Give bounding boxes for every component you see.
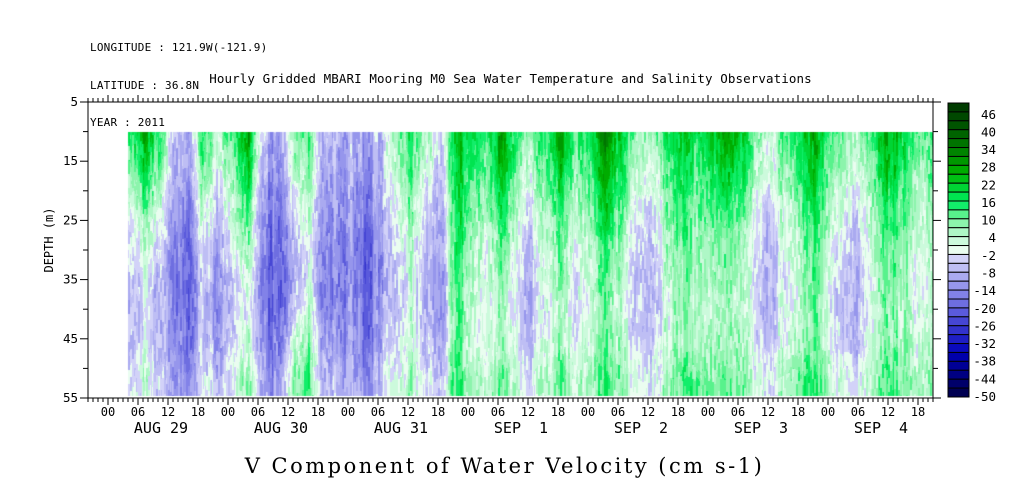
svg-text:-2: -2 [981,248,996,263]
svg-text:46: 46 [981,107,996,122]
svg-text:12: 12 [641,405,655,419]
svg-text:12: 12 [761,405,775,419]
svg-text:-50: -50 [973,389,996,404]
svg-text:00: 00 [221,405,235,419]
colorbar [947,102,970,398]
svg-text:00: 00 [701,405,715,419]
svg-text:15: 15 [63,153,78,168]
svg-text:-26: -26 [973,318,996,333]
svg-text:00: 00 [341,405,355,419]
svg-text:-20: -20 [973,301,996,316]
svg-text:55: 55 [63,390,78,405]
header-latitude: LATITUDE : 36.8N [90,78,200,92]
svg-text:45: 45 [63,331,78,346]
bottom-axis-title: V Component of Water Velocity (cm s-1) [244,454,765,478]
svg-text:4: 4 [988,230,996,245]
svg-text:40: 40 [981,124,996,139]
y-axis-title: DEPTH (m) [42,207,56,273]
svg-text:AUG 31: AUG 31 [374,419,428,437]
colorbar-tick-labels: 46 40 34 28 22 16 10 4 -2 -8 -14 -20 -26 -32 -38 -44 -50 [973,107,996,404]
x-axis-hour-labels: 00 06 12 18 00 06 12 18 00 06 12 18 00 06 12 18 00 06 12 18… [101,405,925,419]
svg-text:5: 5 [70,94,78,109]
svg-text:SEP 1: SEP 1 [494,419,548,437]
svg-text:06: 06 [251,405,265,419]
svg-text:06: 06 [731,405,745,419]
svg-text:AUG 29: AUG 29 [134,419,188,437]
svg-text:00: 00 [821,405,835,419]
svg-text:35: 35 [63,272,78,287]
svg-text:34: 34 [981,142,996,157]
svg-text:18: 18 [191,405,205,419]
svg-text:00: 00 [581,405,595,419]
svg-text:28: 28 [981,160,996,175]
svg-text:12: 12 [161,405,175,419]
svg-text:16: 16 [981,195,996,210]
svg-text:06: 06 [131,405,145,419]
svg-text:00: 00 [101,405,115,419]
svg-text:18: 18 [671,405,685,419]
svg-text:-32: -32 [973,336,996,351]
svg-text:18: 18 [911,405,925,419]
svg-text:AUG 30: AUG 30 [254,419,308,437]
svg-text:SEP 3: SEP 3 [734,419,788,437]
heatmap-canvas [88,102,933,398]
svg-text:06: 06 [371,405,385,419]
svg-text:SEP 4: SEP 4 [854,419,908,437]
svg-text:18: 18 [551,405,565,419]
svg-text:-8: -8 [981,266,996,281]
svg-text:-44: -44 [973,371,996,386]
svg-text:-38: -38 [973,354,996,369]
svg-text:06: 06 [851,405,865,419]
svg-text:06: 06 [491,405,505,419]
svg-text:12: 12 [521,405,535,419]
svg-text:-14: -14 [973,283,996,298]
svg-text:SEP 2: SEP 2 [614,419,668,437]
svg-text:22: 22 [981,177,996,192]
svg-text:00: 00 [461,405,475,419]
svg-text:12: 12 [881,405,895,419]
svg-text:10: 10 [981,213,996,228]
svg-text:12: 12 [281,405,295,419]
x-axis-date-labels: AUG 29 AUG 30 AUG 31 SEP 1 SEP 2 SEP 3 SEP 4 [134,419,908,437]
svg-text:18: 18 [311,405,325,419]
svg-text:18: 18 [431,405,445,419]
chart-title: Hourly Gridded MBARI Mooring M0 Sea Wate… [209,71,812,86]
y-axis-tick-labels: 5 15 25 35 45 55 [63,94,78,405]
svg-text:12: 12 [401,405,415,419]
svg-text:18: 18 [791,405,805,419]
header-longitude: LONGITUDE : 121.9W(-121.9) [90,41,268,54]
svg-text:06: 06 [611,405,625,419]
svg-text:25: 25 [63,212,78,227]
